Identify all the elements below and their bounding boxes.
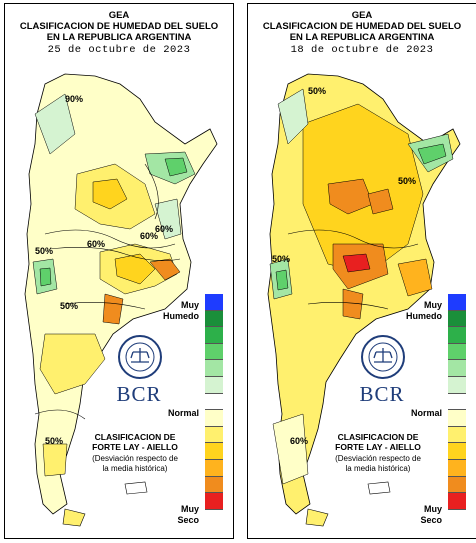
org-title: GEA: [108, 10, 130, 21]
soil-moisture-map-left: 90% 60% 60% 50% 50% 50% 60%: [24, 73, 218, 527]
legend-swatch: [448, 327, 466, 344]
map-panel-left: 90% 60% 60% 50% 50% 50% 60% GEA CLASIFIC…: [4, 3, 234, 539]
contour-label: 50%: [398, 176, 416, 186]
org-title: GEA: [351, 10, 373, 21]
legend-swatch: [448, 360, 466, 377]
legend-label-muy-humedo: Muy Humedo: [163, 300, 199, 321]
legend-swatch: [448, 343, 466, 361]
legend-label-muy-seco: Muy Seco: [177, 504, 199, 525]
main-title: CLASIFICACION DE HUMEDAD DEL SUELO: [19, 21, 219, 32]
classification-label: CLASIFICACION DE FORTE LAY - AIELLO: [335, 432, 421, 452]
legend-label-muy-humedo: Muy Humedo: [406, 300, 442, 321]
contour-label: 50%: [308, 86, 326, 96]
bcr-seal-icon: [361, 335, 405, 379]
map-panel-right: 50% 50% 50% 60% GEA CLASIFICACION DE HUM…: [247, 3, 476, 539]
legend-swatch: [205, 376, 223, 394]
legend-swatch: [448, 476, 466, 494]
map-header: GEA CLASIFICACION DE HUMEDAD DEL SUELO E…: [248, 10, 476, 56]
legend-swatch: [205, 459, 223, 477]
contour-label: 60%: [87, 239, 105, 249]
legend-swatch: [448, 493, 466, 510]
map-date: 25 de octubre de 2023: [47, 44, 191, 56]
contour-label: 50%: [35, 246, 53, 256]
legend-swatch: [448, 376, 466, 394]
classification-description: (Desviación respecto de la media históri…: [92, 454, 178, 473]
classification-description: (Desviación respecto de la media históri…: [335, 454, 421, 473]
argentina-outline: [24, 73, 218, 515]
contour-label: 50%: [45, 436, 63, 446]
legend-swatch: [448, 294, 466, 311]
bcr-logo: BCR: [359, 382, 405, 406]
legend-swatch: [205, 410, 223, 427]
contour-label: 60%: [155, 224, 173, 234]
legend-label-muy-seco: Muy Seco: [420, 504, 442, 525]
map-header: GEA CLASIFICACION DE HUMEDAD DEL SUELO E…: [5, 10, 233, 56]
contour-label: 90%: [65, 94, 83, 104]
main-title: CLASIFICACION DE HUMEDAD DEL SUELO: [262, 21, 462, 32]
legend-swatch: [448, 310, 466, 328]
region-title: EN LA REPUBLICA ARGENTINA: [289, 32, 435, 43]
legend-swatch: [205, 360, 223, 377]
contour-label: 60%: [140, 231, 158, 241]
legend-swatch: [205, 443, 223, 460]
soil-moisture-map-right: 50% 50% 50% 60%: [267, 73, 461, 527]
contour-label: 50%: [60, 301, 78, 311]
legend-swatch: [205, 493, 223, 510]
contour-label: 60%: [290, 436, 308, 446]
legend-swatch: [205, 294, 223, 311]
bcr-logo: BCR: [116, 382, 162, 406]
legend-swatch: [448, 443, 466, 460]
legend-swatch: [205, 393, 223, 411]
legend-swatch: [205, 343, 223, 361]
legend-swatch: [448, 459, 466, 477]
legend-swatch: [205, 327, 223, 344]
legend-swatch: [205, 426, 223, 444]
legend-label-normal: Normal: [167, 408, 199, 418]
classification-label: CLASIFICACION DE FORTE LAY - AIELLO: [92, 432, 178, 452]
region-title: EN LA REPUBLICA ARGENTINA: [46, 32, 192, 43]
legend-swatch: [448, 426, 466, 444]
bcr-seal-icon: [118, 335, 162, 379]
legend-label-normal: Normal: [410, 408, 442, 418]
legend-swatch: [205, 310, 223, 328]
contour-label: 50%: [272, 254, 290, 264]
legend-swatch: [448, 393, 466, 411]
legend-swatch: [205, 476, 223, 494]
legend-color-scale: [448, 294, 466, 510]
map-date: 18 de octubre de 2023: [290, 44, 434, 56]
legend-swatch: [448, 410, 466, 427]
legend-color-scale: [205, 294, 223, 510]
